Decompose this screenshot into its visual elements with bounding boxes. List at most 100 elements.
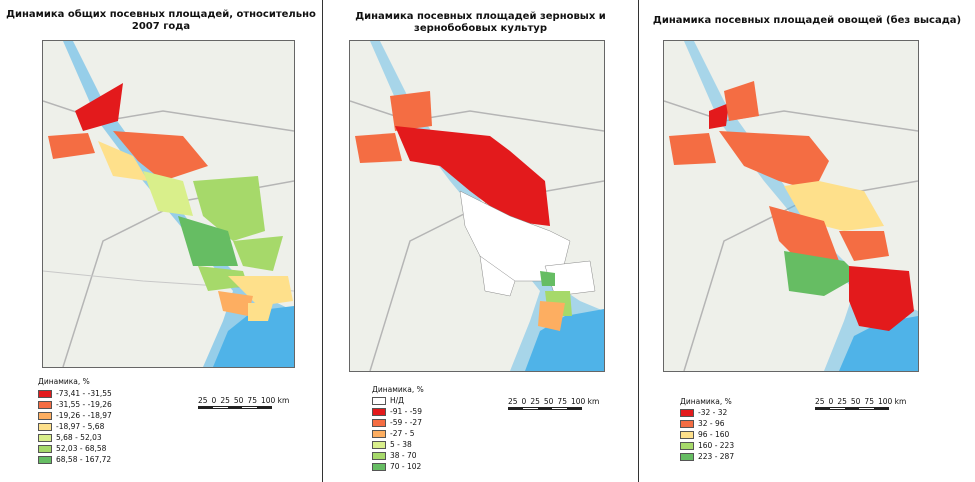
map-panel-vegetables: Динамика посевных площадей овощей (без в… — [639, 0, 975, 482]
legend-item: 5,68 - 52,03 — [38, 432, 112, 443]
legend-item: 70 - 102 — [372, 461, 422, 472]
title-line-1: Динамика общих посевных площадей, относи… — [6, 9, 316, 20]
scale-label: 50 — [543, 397, 554, 406]
scale-label: 0 — [521, 397, 527, 406]
legend-label: -59 - -27 — [390, 418, 422, 427]
legend-swatch — [38, 455, 52, 464]
scale-bar: 25 0 25 50 75 100 km — [508, 397, 603, 410]
legend-label: Н/Д — [390, 396, 405, 405]
legend-swatch — [680, 441, 694, 450]
legend-label: -32 - 32 — [698, 408, 728, 417]
scale-label: 75 — [247, 396, 257, 405]
scale-label: 75 — [864, 397, 874, 406]
scale-label: 75 — [557, 397, 567, 406]
legend-swatch — [372, 396, 386, 405]
legend-swatch — [372, 440, 386, 449]
scale-graphic — [198, 406, 272, 409]
legend-swatch — [680, 430, 694, 439]
legend-item: 223 - 287 — [680, 451, 734, 462]
legend-swatch — [38, 422, 52, 431]
legend-item: 5 - 38 — [372, 439, 422, 450]
scale-label: 100 km — [570, 397, 600, 406]
scale-label: 50 — [233, 396, 244, 405]
legend-label: 5 - 38 — [390, 440, 412, 449]
legend-item: 52,03 - 68,58 — [38, 443, 112, 454]
legend-label: 32 - 96 — [698, 419, 725, 428]
scale-graphic — [815, 407, 889, 410]
legend-item: -73,41 - -31,55 — [38, 388, 112, 399]
legend-swatch — [372, 451, 386, 460]
map-canvas — [350, 41, 604, 371]
scale-label: 25 — [837, 397, 847, 406]
legend-item: 96 - 160 — [680, 429, 734, 440]
legend-swatch — [680, 419, 694, 428]
legend-label: -73,41 - -31,55 — [56, 389, 112, 398]
legend-item: 160 - 223 — [680, 440, 734, 451]
scale-label: 0 — [211, 396, 217, 405]
legend-item: -19,26 - -18,97 — [38, 410, 112, 421]
map-canvas — [43, 41, 294, 367]
scale-label: 25 — [530, 397, 540, 406]
title-line-1: Динамика посевных площадей зерновых и — [355, 11, 606, 22]
panel-title: Динамика посевных площадей овощей (без в… — [639, 15, 975, 27]
scale-bar: 25 0 25 50 75 100 km — [815, 397, 910, 410]
map-frame — [349, 40, 605, 372]
scale-label: 100 km — [877, 397, 907, 406]
legend-item: -59 - -27 — [372, 417, 422, 428]
legend-label: 38 - 70 — [390, 451, 417, 460]
legend-swatch — [680, 452, 694, 461]
legend-label: 96 - 160 — [698, 430, 730, 439]
legend-title: Динамика, % — [680, 397, 732, 406]
legend-label: -31,55 - -19,26 — [56, 400, 112, 409]
legend-swatch — [38, 411, 52, 420]
scale-label: 50 — [850, 397, 861, 406]
legend-item: Н/Д — [372, 395, 422, 406]
panel-divider — [322, 0, 323, 482]
legend-label: -27 - 5 — [390, 429, 415, 438]
legend-item: 68,58 - 167,72 — [38, 454, 112, 465]
legend-label: 70 - 102 — [390, 462, 422, 471]
legend-swatch — [372, 462, 386, 471]
legend-item: -32 - 32 — [680, 407, 734, 418]
legend-label: 68,58 - 167,72 — [56, 455, 112, 464]
scale-label: 25 — [220, 396, 230, 405]
scale-bar: 25 0 25 50 75 100 km — [198, 396, 293, 409]
title-line-2: 2007 года — [131, 21, 191, 32]
legend-item: -91 - -59 — [372, 406, 422, 417]
legend-swatch — [38, 389, 52, 398]
legend: -32 - 32 32 - 96 96 - 160 160 - 223 223 … — [680, 407, 734, 462]
map-frame — [663, 40, 919, 372]
legend-title: Динамика, % — [38, 377, 90, 386]
scale-label: 25 — [198, 396, 208, 405]
map-frame — [42, 40, 295, 368]
panel-title: Динамика посевных площадей зерновых и зе… — [323, 11, 638, 35]
title-line-2: зернобобовых культур — [414, 23, 547, 34]
legend-label: 223 - 287 — [698, 452, 735, 461]
legend: -73,41 - -31,55 -31,55 - -19,26 -19,26 -… — [38, 388, 112, 465]
legend-item: -31,55 - -19,26 — [38, 399, 112, 410]
legend-item: 38 - 70 — [372, 450, 422, 461]
legend-label: -19,26 - -18,97 — [56, 411, 112, 420]
legend-item: -18,97 - 5,68 — [38, 421, 112, 432]
legend-item: -27 - 5 — [372, 428, 422, 439]
title-line-1: Динамика посевных площадей овощей (без в… — [652, 15, 962, 26]
scale-graphic — [508, 407, 582, 410]
legend-label: 52,03 - 68,58 — [56, 444, 107, 453]
map-panel-grain: Динамика посевных площадей зерновых и зе… — [323, 0, 638, 482]
legend-swatch — [372, 407, 386, 416]
legend-swatch — [38, 400, 52, 409]
legend-label: -91 - -59 — [390, 407, 422, 416]
legend-title: Динамика, % — [372, 385, 424, 394]
legend-swatch — [38, 444, 52, 453]
scale-label: 0 — [828, 397, 834, 406]
scale-label: 100 km — [260, 396, 290, 405]
legend-label: 5,68 - 52,03 — [56, 433, 102, 442]
panel-title: Динамика общих посевных площадей, относи… — [0, 9, 322, 33]
legend-label: -18,97 - 5,68 — [56, 422, 105, 431]
panel-divider — [638, 0, 639, 482]
scale-label: 25 — [815, 397, 825, 406]
legend-swatch — [38, 433, 52, 442]
legend-swatch — [372, 429, 386, 438]
map-canvas — [664, 41, 918, 371]
legend: Н/Д -91 - -59 -59 - -27 -27 - 5 5 - 38 3… — [372, 395, 422, 472]
